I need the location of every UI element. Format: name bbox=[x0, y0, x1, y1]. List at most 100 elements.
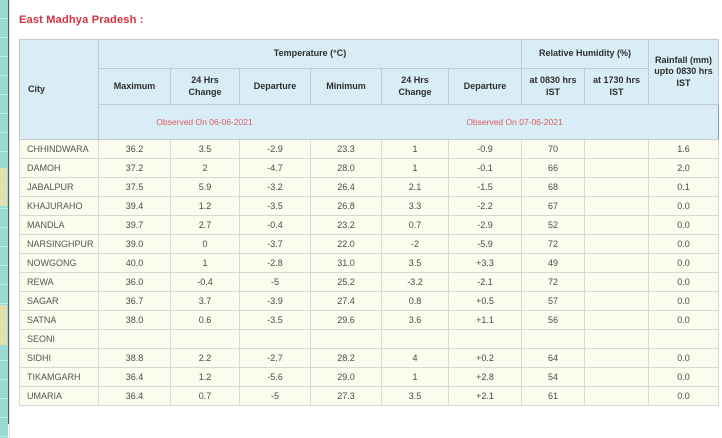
value-cell: -0.1 bbox=[447, 158, 523, 178]
city-cell: CHHINDWARA bbox=[19, 139, 99, 159]
value-cell: 61 bbox=[521, 386, 586, 406]
value-cell: 39.7 bbox=[98, 215, 171, 235]
value-cell: -1.5 bbox=[447, 177, 523, 197]
header-city: City bbox=[19, 39, 99, 140]
value-cell bbox=[584, 196, 650, 216]
value-cell bbox=[648, 329, 720, 349]
value-cell bbox=[98, 329, 171, 349]
value-cell bbox=[239, 329, 311, 349]
header-sub-row: Maximum 24 Hrs Change Departure Minimum … bbox=[20, 68, 719, 105]
table-row: KHAJURAHO 39.4 1.2 -3.5 26.8 3.3 -2.2 67 0.0 bbox=[19, 196, 720, 216]
value-cell: 0.0 bbox=[648, 291, 720, 311]
value-cell: 39.0 bbox=[98, 234, 171, 254]
value-cell: -0.4 bbox=[239, 215, 311, 235]
value-cell: 1.6 bbox=[648, 139, 720, 159]
header-maximum: Maximum bbox=[98, 68, 171, 105]
value-cell bbox=[584, 215, 650, 235]
value-cell bbox=[584, 139, 650, 159]
value-cell: 36.4 bbox=[98, 367, 171, 387]
value-cell: -2.2 bbox=[447, 196, 523, 216]
value-cell: 72 bbox=[521, 234, 586, 254]
value-cell: 0.0 bbox=[648, 253, 720, 273]
value-cell: 28.0 bbox=[310, 158, 382, 178]
value-cell: 0.1 bbox=[648, 177, 720, 197]
value-cell: +2.8 bbox=[447, 367, 523, 387]
value-cell: 1.2 bbox=[170, 367, 240, 387]
adjacent-content-sliver bbox=[0, 0, 8, 438]
value-cell: -5.6 bbox=[239, 367, 311, 387]
table-row: NARSINGHPUR 39.0 0 -3.7 22.0 -2 -5.9 72 0.0 bbox=[19, 234, 720, 254]
table-row: SAGAR 36.7 3.7 -3.9 27.4 0.8 +0.5 57 0.0 bbox=[19, 291, 720, 311]
main-content: East Madhya Pradesh : City Temperature (… bbox=[19, 14, 720, 406]
value-cell: -3.2 bbox=[239, 177, 311, 197]
city-cell: SAGAR bbox=[19, 291, 99, 311]
header-24hrs-change-min: 24 Hrs Change bbox=[381, 68, 449, 105]
header-rainfall: Rainfall (mm) upto 0830 hrs IST bbox=[648, 39, 720, 105]
value-cell: -3.9 bbox=[239, 291, 311, 311]
value-cell: 3.5 bbox=[381, 386, 449, 406]
value-cell: 38.0 bbox=[98, 310, 171, 330]
header-temperature-group: Temperature (°C) bbox=[97, 39, 523, 69]
header-humidity-group: Relative Humidity (%) bbox=[521, 39, 650, 69]
value-cell: 0.7 bbox=[381, 215, 449, 235]
value-cell: 40.0 bbox=[98, 253, 171, 273]
value-cell: +2.1 bbox=[447, 386, 523, 406]
value-cell: 0.0 bbox=[648, 196, 720, 216]
value-cell bbox=[584, 386, 650, 406]
value-cell: 27.3 bbox=[310, 386, 382, 406]
table-body: CHHINDWARA 36.2 3.5 -2.9 23.3 1 -0.9 70 1.6 DAMOH… bbox=[19, 139, 720, 406]
value-cell: 66 bbox=[521, 158, 586, 178]
header-at-1730: at 1730 hrs IST bbox=[584, 68, 650, 105]
value-cell bbox=[584, 272, 650, 292]
header-24hrs-change-max: 24 Hrs Change bbox=[170, 68, 240, 105]
value-cell: 28.2 bbox=[310, 348, 382, 368]
value-cell: 52 bbox=[521, 215, 586, 235]
value-cell bbox=[584, 310, 650, 330]
city-cell: TIKAMGARH bbox=[19, 367, 99, 387]
value-cell bbox=[310, 329, 382, 349]
table-row: SEONI bbox=[19, 329, 720, 349]
value-cell: 0 bbox=[170, 234, 240, 254]
city-cell: NOWGONG bbox=[19, 253, 99, 273]
value-cell: 25.2 bbox=[310, 272, 382, 292]
value-cell: 29.6 bbox=[310, 310, 382, 330]
value-cell: 0.0 bbox=[648, 367, 720, 387]
value-cell: 3.5 bbox=[170, 139, 240, 159]
value-cell bbox=[584, 367, 650, 387]
weather-table: City Temperature (°C) Relative Humidity … bbox=[19, 39, 720, 406]
city-cell: KHAJURAHO bbox=[19, 196, 99, 216]
value-cell: 72 bbox=[521, 272, 586, 292]
value-cell: +3.3 bbox=[447, 253, 523, 273]
value-cell: -2 bbox=[381, 234, 449, 254]
table-row: SATNA 38.0 0.6 -3.5 29.6 3.6 +1.1 56 0.0 bbox=[19, 310, 720, 330]
value-cell: 37.5 bbox=[98, 177, 171, 197]
value-cell: 29.0 bbox=[310, 367, 382, 387]
page-title: East Madhya Pradesh : bbox=[19, 14, 144, 26]
value-cell: 31.0 bbox=[310, 253, 382, 273]
value-cell: 0.8 bbox=[381, 291, 449, 311]
value-cell: +0.5 bbox=[447, 291, 523, 311]
value-cell: +1.1 bbox=[447, 310, 523, 330]
value-cell bbox=[381, 329, 449, 349]
value-cell: -3.5 bbox=[239, 196, 311, 216]
city-cell: MANDLA bbox=[19, 215, 99, 235]
value-cell: -5.9 bbox=[447, 234, 523, 254]
header-group-row: City Temperature (°C) Relative Humidity … bbox=[19, 39, 720, 140]
city-cell: SATNA bbox=[19, 310, 99, 330]
value-cell: 3.5 bbox=[381, 253, 449, 273]
city-cell: SIDHI bbox=[19, 348, 99, 368]
value-cell: 4 bbox=[381, 348, 449, 368]
value-cell: -2.9 bbox=[239, 139, 311, 159]
value-cell: 0.0 bbox=[648, 272, 720, 292]
value-cell: +0.2 bbox=[447, 348, 523, 368]
value-cell: 23.3 bbox=[310, 139, 382, 159]
decorative-patch bbox=[0, 168, 7, 206]
table-row: MANDLA 39.7 2.7 -0.4 23.2 0.7 -2.9 52 0.0 bbox=[19, 215, 720, 235]
value-cell: -5 bbox=[239, 386, 311, 406]
table-row: NOWGONG 40.0 1 -2.8 31.0 3.5 +3.3 49 0.0 bbox=[19, 253, 720, 273]
header-departure-min: Departure bbox=[447, 68, 523, 105]
value-cell: 2.1 bbox=[381, 177, 449, 197]
value-cell: 36.0 bbox=[98, 272, 171, 292]
value-cell: -2.7 bbox=[239, 348, 311, 368]
value-cell: 56 bbox=[521, 310, 586, 330]
